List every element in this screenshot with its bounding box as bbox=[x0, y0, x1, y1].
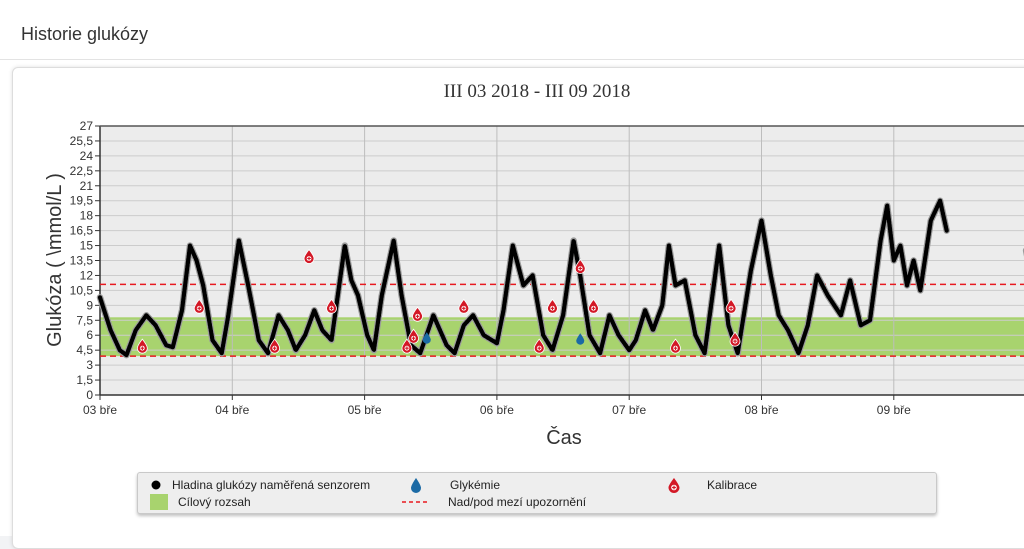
y-tick-label: 9 bbox=[86, 298, 93, 312]
calibration-cross bbox=[673, 346, 678, 350]
calibration-cross bbox=[591, 306, 596, 311]
calibration-cross bbox=[729, 306, 733, 311]
y-tick-label: 0 bbox=[86, 388, 93, 402]
legend-item-calibration[interactable]: Kalibrace bbox=[667, 477, 757, 493]
legend-item-sensor[interactable]: Hladina glukózy naměřená senzorem bbox=[150, 478, 370, 492]
calibration-cross bbox=[272, 346, 277, 350]
calibration-cross bbox=[197, 306, 202, 311]
y-tick-label: 13,5 bbox=[70, 254, 94, 268]
legend-label-calibration: Kalibrace bbox=[707, 478, 758, 492]
y-tick-label: 24 bbox=[80, 149, 94, 163]
green-square-icon bbox=[150, 494, 168, 510]
glycemia-point[interactable] bbox=[422, 332, 431, 344]
y-tick-label: 1,5 bbox=[76, 373, 93, 387]
y-tick-label: 27 bbox=[80, 119, 94, 133]
y-tick-label: 6 bbox=[86, 328, 93, 342]
black-dot-icon bbox=[151, 480, 161, 490]
panel-header: Historie glukózy bbox=[0, 8, 1024, 60]
x-tick-label: 07 bře bbox=[612, 403, 646, 417]
calibration-cross bbox=[329, 306, 334, 311]
chart-title: III 03 2018 - III 09 2018 bbox=[444, 81, 631, 102]
sensor-series-line bbox=[97, 198, 949, 358]
legend-item-alert[interactable]: Nad/pod mezí upozornění bbox=[402, 495, 586, 509]
calibration-cross bbox=[307, 256, 311, 261]
panel-title: Historie glukózy bbox=[21, 24, 149, 44]
legend-item-glycemia[interactable]: Glykémie bbox=[410, 477, 500, 493]
x-tick-label: 04 bře bbox=[215, 403, 249, 417]
calibration-cross bbox=[140, 346, 145, 350]
calibration-cross bbox=[405, 346, 409, 350]
legend-label-alert: Nad/pod mezí upozornění bbox=[448, 495, 587, 509]
calibration-cross bbox=[537, 346, 542, 350]
y-tick-label: 15 bbox=[80, 239, 94, 253]
glucose-chart: 01,534,567,5910,51213,51516,51819,52122,… bbox=[44, 81, 1024, 449]
chart-legend: Hladina glukózy naměřená senzorem Cílový… bbox=[137, 472, 937, 514]
y-tick-label: 3 bbox=[86, 358, 93, 372]
calibration-cross bbox=[550, 306, 555, 311]
dashed-line-icon bbox=[402, 501, 428, 503]
calibration-drop-icon bbox=[668, 478, 680, 493]
y-axis-title: Glukóza ( \mmol/L ) bbox=[44, 173, 66, 347]
y-tick-label: 19,5 bbox=[70, 194, 94, 208]
legend-label-target: Cílový rozsah bbox=[178, 495, 251, 509]
glycemia-point[interactable] bbox=[576, 333, 585, 345]
y-tick-label: 16,5 bbox=[70, 224, 94, 238]
x-tick-label: 03 bře bbox=[83, 403, 117, 417]
x-axis-title: Čas bbox=[546, 426, 582, 449]
blood-drop-icon bbox=[411, 478, 421, 493]
x-tick-label: 05 bře bbox=[348, 403, 382, 417]
calibration-cross bbox=[578, 266, 583, 271]
y-tick-label: 12 bbox=[80, 268, 94, 282]
legend-item-target[interactable]: Cílový rozsah bbox=[150, 494, 251, 510]
calibration-cross bbox=[415, 314, 420, 319]
x-tick-label: 08 bře bbox=[744, 403, 778, 417]
y-tick-label: 10,5 bbox=[70, 283, 94, 297]
y-tick-label: 4,5 bbox=[76, 343, 93, 357]
y-tick-label: 7,5 bbox=[76, 313, 93, 327]
legend-label-glycemia: Glykémie bbox=[450, 478, 501, 492]
y-tick-label: 22,5 bbox=[70, 164, 94, 178]
y-tick-label: 18 bbox=[80, 209, 94, 223]
x-tick-label: 09 bře bbox=[877, 403, 911, 417]
legend-label-sensor: Hladina glukózy naměřená senzorem bbox=[172, 478, 371, 492]
y-tick-label: 21 bbox=[80, 179, 94, 193]
y-tick-label: 25,5 bbox=[70, 134, 94, 148]
calibration-cross bbox=[733, 339, 737, 344]
calibration-cross bbox=[462, 306, 466, 311]
calibration-cross bbox=[411, 336, 416, 341]
x-tick-label: 06 bře bbox=[480, 403, 514, 417]
